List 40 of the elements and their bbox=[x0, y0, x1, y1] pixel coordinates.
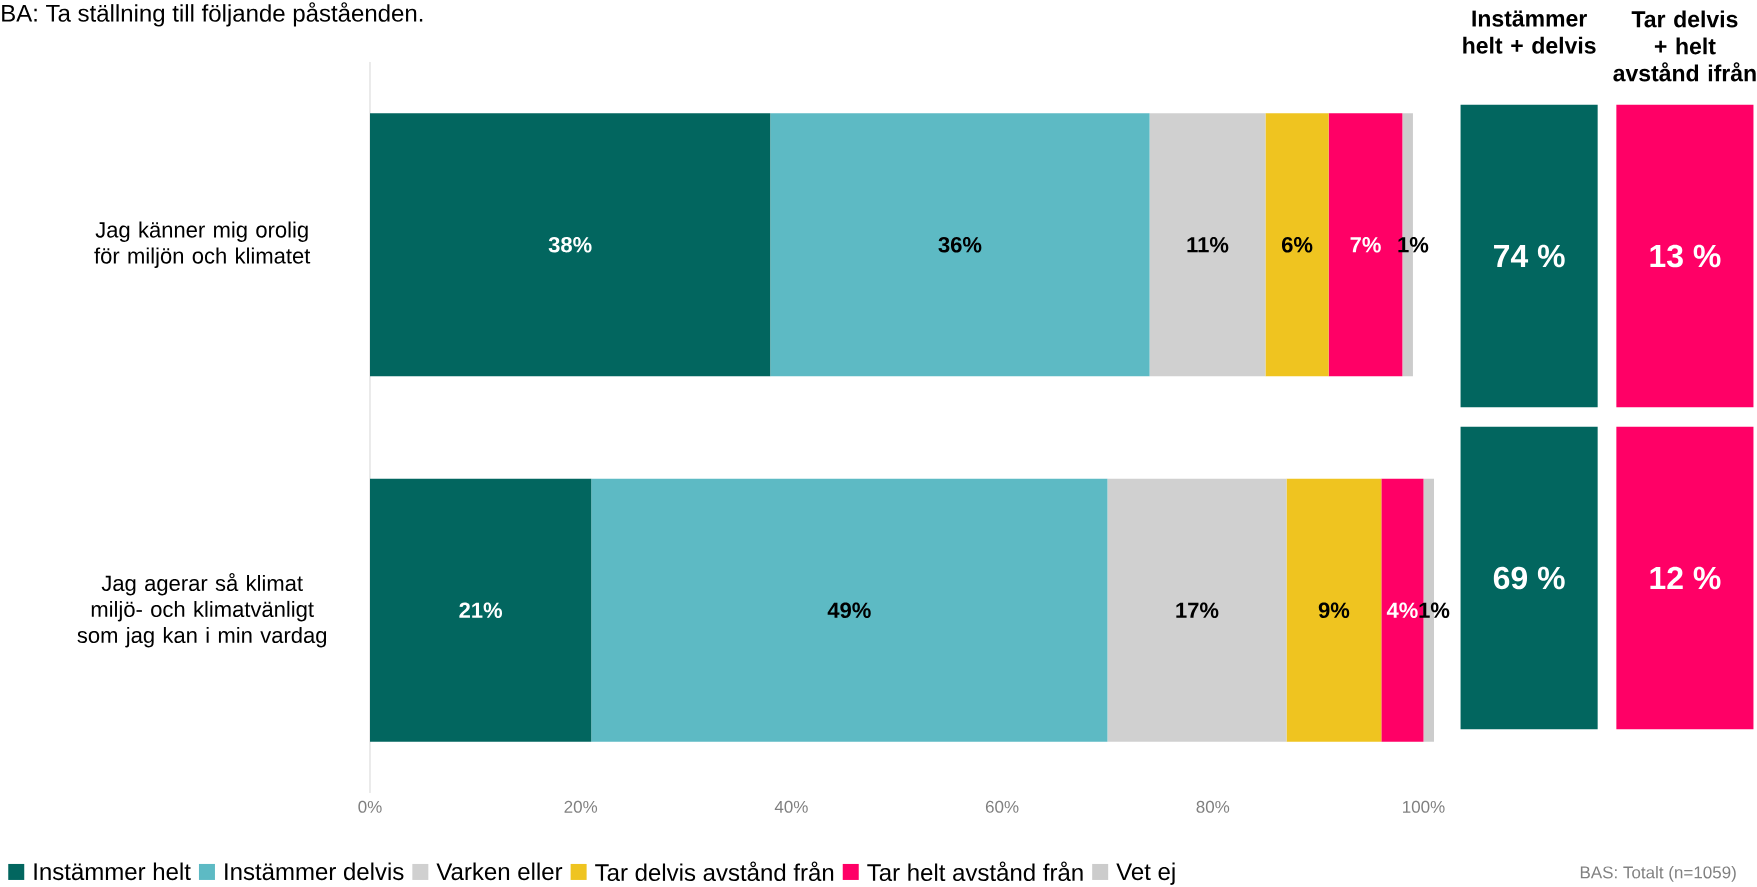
chart-title: BA: Ta ställning till följande påståenden. bbox=[2, 2, 423, 27]
text: BAS: Totalt (n=1059) bbox=[1580, 865, 1736, 882]
bar bbox=[1265, 113, 1329, 377]
legend-label: Varken eller bbox=[436, 862, 563, 881]
data-label: 12 % bbox=[1650, 566, 1721, 590]
x-tick-label: 20% bbox=[564, 800, 598, 813]
legend-label: Instämmer helt bbox=[34, 862, 191, 881]
data-label: 11% bbox=[1187, 237, 1229, 253]
bar bbox=[591, 478, 1108, 742]
data-label: 69 % bbox=[1493, 566, 1565, 590]
bar bbox=[1149, 113, 1266, 377]
category-label: Instämmer helt + delvis bbox=[1463, 10, 1596, 54]
data-label: 9% bbox=[1318, 602, 1350, 619]
y-tick-label: Jag agerar så klimat miljö- och klimatvänligt som jag kan i min vardag bbox=[77, 573, 327, 648]
x-tick-label: 80% bbox=[1196, 800, 1230, 813]
data-label: 6% bbox=[1281, 236, 1313, 253]
bar bbox=[370, 478, 592, 742]
data-label: 74 % bbox=[1494, 244, 1565, 268]
legend-label: Vet ej bbox=[1116, 862, 1175, 885]
bar bbox=[370, 113, 771, 377]
legend-label: Tar delvis avstånd från bbox=[595, 861, 834, 882]
bar bbox=[1107, 478, 1287, 742]
bar bbox=[770, 113, 1150, 377]
x-tick-label: 0% bbox=[358, 800, 382, 813]
legend-label: Tar helt avstånd från bbox=[867, 861, 1083, 882]
data-label: 7% bbox=[1350, 237, 1381, 253]
category-label: Tar delvis + helt avstånd ifrån bbox=[1613, 10, 1756, 82]
x-tick-label: 40% bbox=[774, 800, 808, 813]
x-tick-label: 60% bbox=[985, 800, 1019, 813]
data-label: 36% bbox=[938, 236, 982, 253]
data-label: 13 % bbox=[1650, 244, 1721, 268]
data-label: 21% bbox=[459, 602, 503, 619]
bar bbox=[1286, 478, 1382, 742]
data-label: 17% bbox=[1176, 602, 1219, 618]
legend-label: Instämmer delvis bbox=[225, 862, 404, 881]
y-tick-label: Jag känner mig orolig för miljön och klimatet bbox=[94, 221, 311, 268]
data-label: 49% bbox=[827, 602, 871, 619]
data-label: 4% bbox=[1386, 602, 1418, 618]
data-label: 38% bbox=[548, 236, 592, 253]
x-tick-label: 100% bbox=[1403, 800, 1445, 813]
